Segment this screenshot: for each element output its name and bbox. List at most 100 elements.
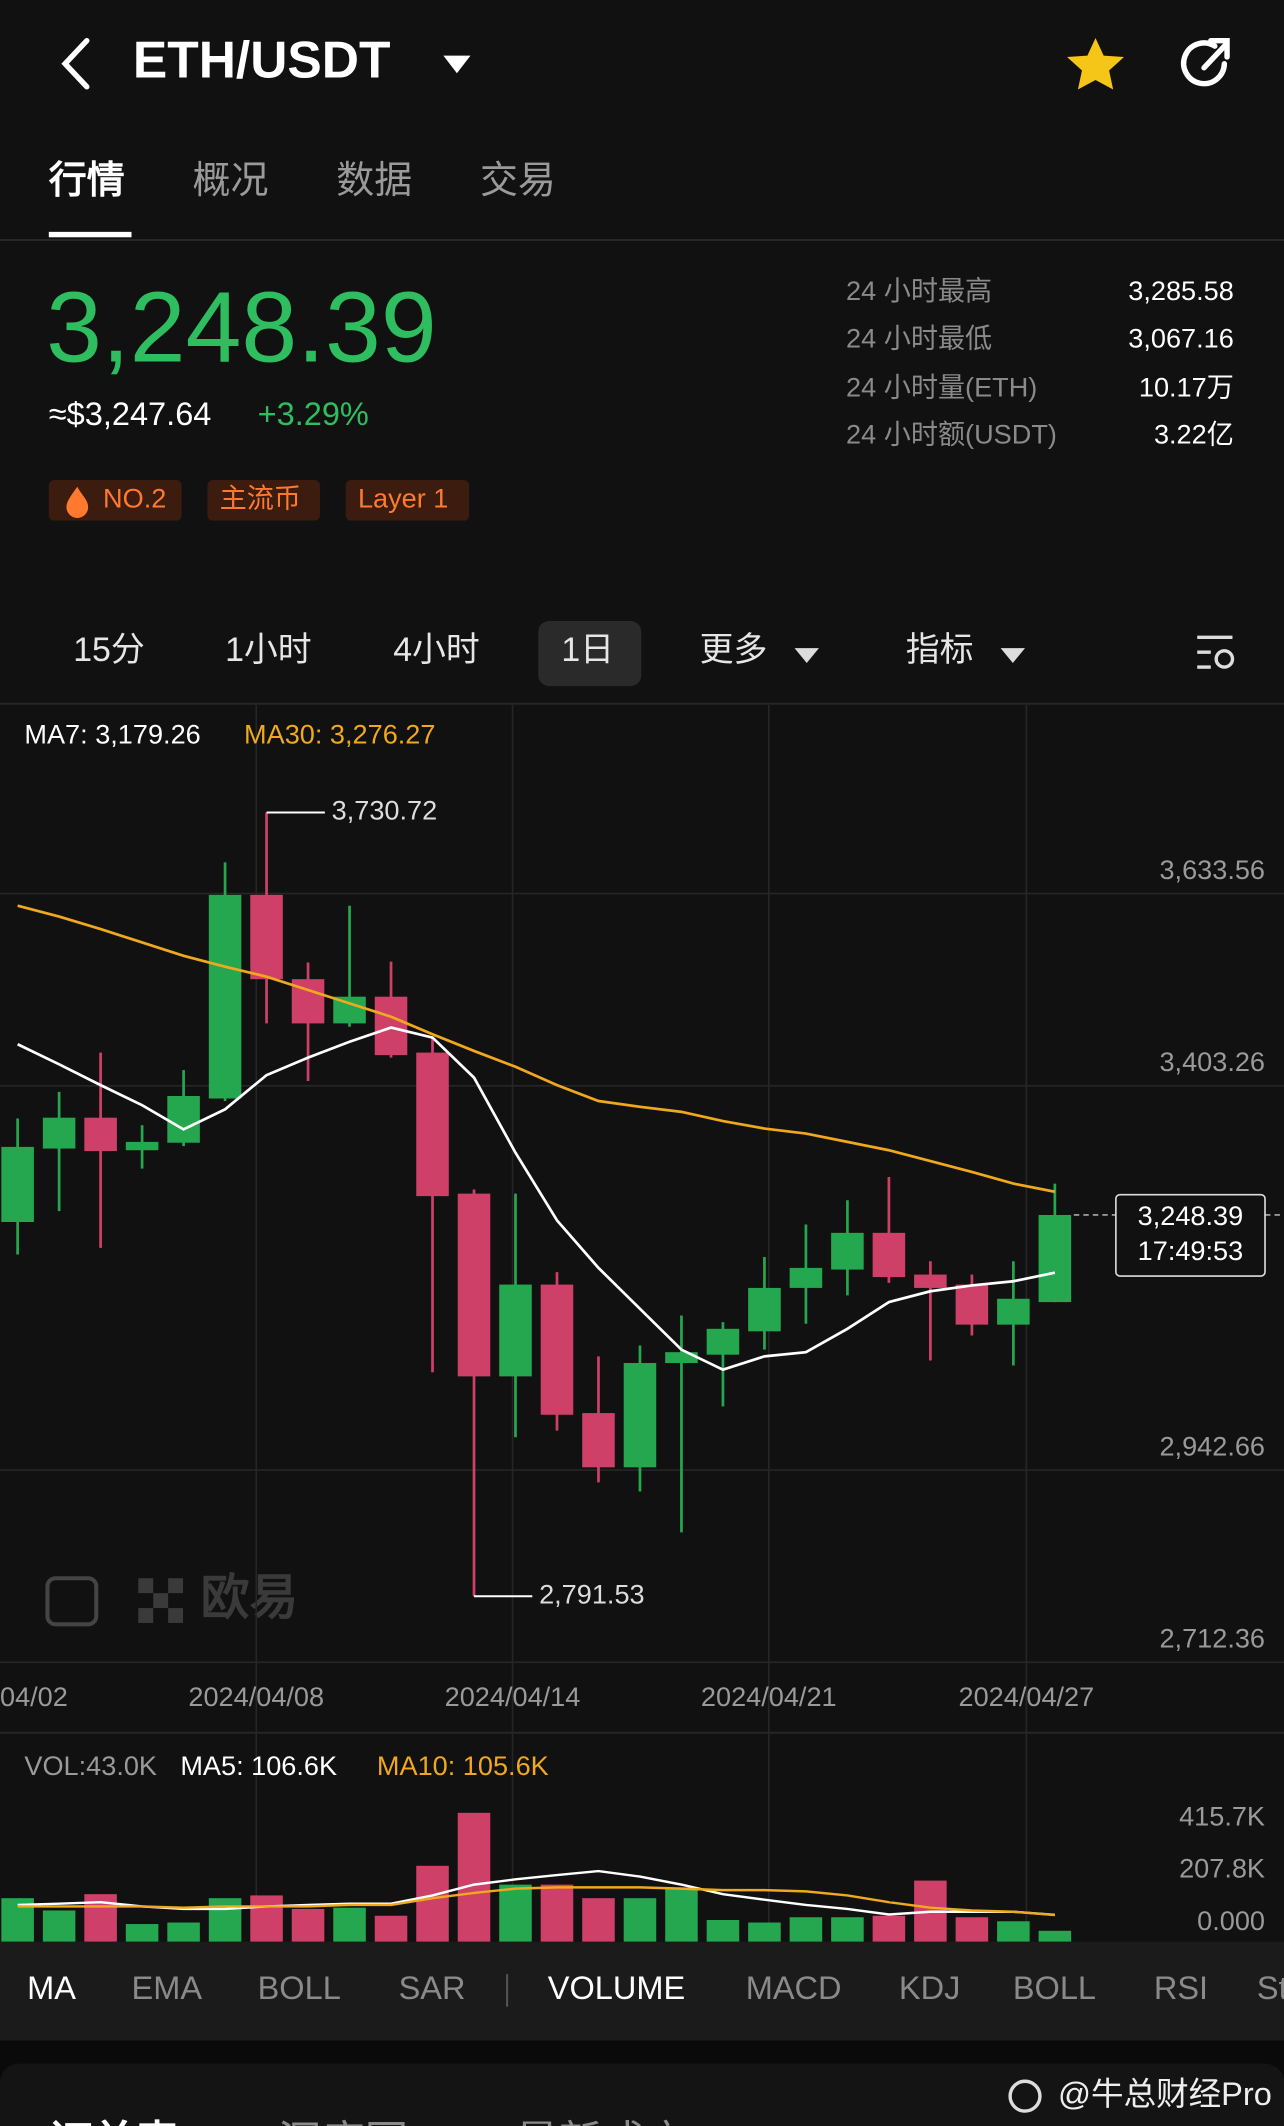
interval[interactable]: 指标 <box>906 631 974 669</box>
tab-underline <box>48 231 132 238</box>
volume-bar <box>582 1898 615 1942</box>
volume-bar <box>416 1865 449 1942</box>
favorite-star[interactable] <box>1067 37 1125 90</box>
indicator-tabs: MA EMA BOLL SAR VOLUME MACD KDJ BOLL RSI St <box>27 1970 1284 2006</box>
volume-bar <box>42 1910 76 1942</box>
y-tick-label: 207.8K <box>1179 1853 1265 1884</box>
usd-price: ≈$3,247.64 <box>49 396 212 432</box>
high-label: 3,730.72 <box>332 795 438 826</box>
volume-bar <box>208 1898 242 1942</box>
candle-body <box>831 1232 864 1270</box>
interval[interactable]: 1小时 <box>225 631 312 669</box>
candle-body <box>789 1267 823 1288</box>
indicator-tab[interactable]: RSI <box>1154 1970 1208 2006</box>
bottom-tab[interactable]: 订单表 <box>49 2118 180 2126</box>
stat-label: 24 小时额(USDT) <box>846 419 1057 450</box>
fullscreen-icon[interactable] <box>45 1576 99 1627</box>
back-button[interactable] <box>61 37 90 90</box>
candle-body <box>208 894 242 1099</box>
volume-bar <box>374 1915 408 1942</box>
bottom-tabs: 订单表 深度图 最新成交 <box>49 2118 689 2126</box>
indicator-dropdown[interactable] <box>1000 648 1026 664</box>
candle-body <box>416 1052 449 1197</box>
candle-body <box>1038 1214 1072 1303</box>
logo-mark <box>138 1578 184 1623</box>
candle-body <box>872 1232 906 1278</box>
volume-bar <box>457 1812 491 1942</box>
candle-body <box>374 996 408 1056</box>
tag: 主流币 <box>220 482 301 513</box>
volume-bar <box>125 1924 159 1942</box>
candle-body <box>582 1413 615 1468</box>
candle-body <box>706 1328 740 1355</box>
indicator-tab[interactable]: SAR <box>399 1970 466 2006</box>
interval[interactable]: 1日 <box>561 631 614 669</box>
indicator-bar <box>0 1941 1284 2041</box>
indicator-tab[interactable]: VOLUME <box>548 1970 685 2006</box>
bottom-tab[interactable]: 深度图 <box>278 2118 408 2126</box>
stat-label: 24 小时量(ETH) <box>846 371 1037 402</box>
x-tick-label: 04/02 <box>0 1681 68 1712</box>
volume-bar <box>665 1887 698 1942</box>
logo-text: 欧易 <box>201 1571 299 1625</box>
candle-body <box>42 1117 76 1149</box>
pair-dropdown[interactable] <box>443 55 471 74</box>
indicator-tab[interactable]: KDJ <box>899 1970 960 2006</box>
tab[interactable]: 概况 <box>193 160 269 202</box>
indicator-tab[interactable]: EMA <box>132 1970 203 2006</box>
tag: NO.2 <box>103 482 166 513</box>
logo-square <box>168 1578 184 1594</box>
volume-bar <box>748 1922 781 1942</box>
weibo-icon <box>1008 2079 1042 2113</box>
share-icon[interactable] <box>1180 40 1228 87</box>
volume-chart: 415.7K 207.8K 0.000 VOL:43.0K MA5: 106.6K MA1… <box>1 1750 1265 1942</box>
y-tick-label: 0.000 <box>1197 1905 1265 1936</box>
tab[interactable]: 行情 <box>49 160 125 202</box>
stat-value: 3,067.16 <box>1128 322 1234 353</box>
ma-legend: MA30: 3,276.27 <box>244 718 435 749</box>
pair-title[interactable]: ETH/USDT <box>133 30 391 88</box>
x-tick-label: 2024/04/21 <box>701 1681 837 1712</box>
ma-line <box>17 1026 1056 1372</box>
interval[interactable]: 更多 <box>700 631 768 669</box>
indicator-tab[interactable]: BOLL <box>258 1970 341 2006</box>
indicator-tab[interactable]: MA <box>27 1970 76 2006</box>
indicator-tab[interactable]: St <box>1257 1970 1284 2006</box>
last-price-time: 17:49:53 <box>1138 1235 1244 1266</box>
stat-label: 24 小时最高 <box>846 275 992 306</box>
price-change: +3.29% <box>258 396 369 432</box>
volume-bar <box>333 1907 366 1942</box>
candle-body <box>623 1363 657 1468</box>
volume-bar <box>167 1922 200 1942</box>
chart-settings-icon[interactable] <box>1197 635 1235 669</box>
indicator-tab[interactable]: MACD <box>746 1970 842 2006</box>
tab[interactable]: 数据 <box>336 160 412 202</box>
bottom-tab[interactable]: 最新成交 <box>515 2118 689 2126</box>
candle-body <box>540 1284 574 1415</box>
volume-bar <box>955 1917 989 1942</box>
candle-body <box>914 1274 947 1288</box>
candle-body <box>250 894 283 980</box>
volume-ma-line <box>17 1869 1055 1917</box>
more-dropdown[interactable] <box>794 648 819 664</box>
candle-body <box>997 1298 1030 1325</box>
interval[interactable]: 15分 <box>73 631 145 669</box>
y-tick-label: 3,403.26 <box>1159 1046 1265 1077</box>
icon-gear <box>1214 649 1235 669</box>
candle-body <box>748 1287 781 1332</box>
logo-square <box>138 1608 154 1623</box>
volume-bar <box>997 1921 1030 1942</box>
interval[interactable]: 4小时 <box>393 631 480 669</box>
logo-square <box>153 1593 169 1609</box>
flame-icon <box>66 486 89 518</box>
volume-ma-legend: MA10: 105.6K <box>377 1750 549 1781</box>
tag-bg <box>345 479 470 521</box>
volume-bar <box>623 1898 657 1942</box>
last-price-label: 3,248.39 <box>1138 1200 1244 1231</box>
x-tick-label: 2024/04/14 <box>445 1681 581 1712</box>
indicator-tab[interactable]: BOLL <box>1013 1970 1096 2006</box>
candlestick-chart: 3,633.56 3,403.26 2,942.66 2,712.36 04/02 202… <box>0 705 1284 1942</box>
tab[interactable]: 交易 <box>480 160 556 202</box>
ma-line <box>17 904 1056 1194</box>
